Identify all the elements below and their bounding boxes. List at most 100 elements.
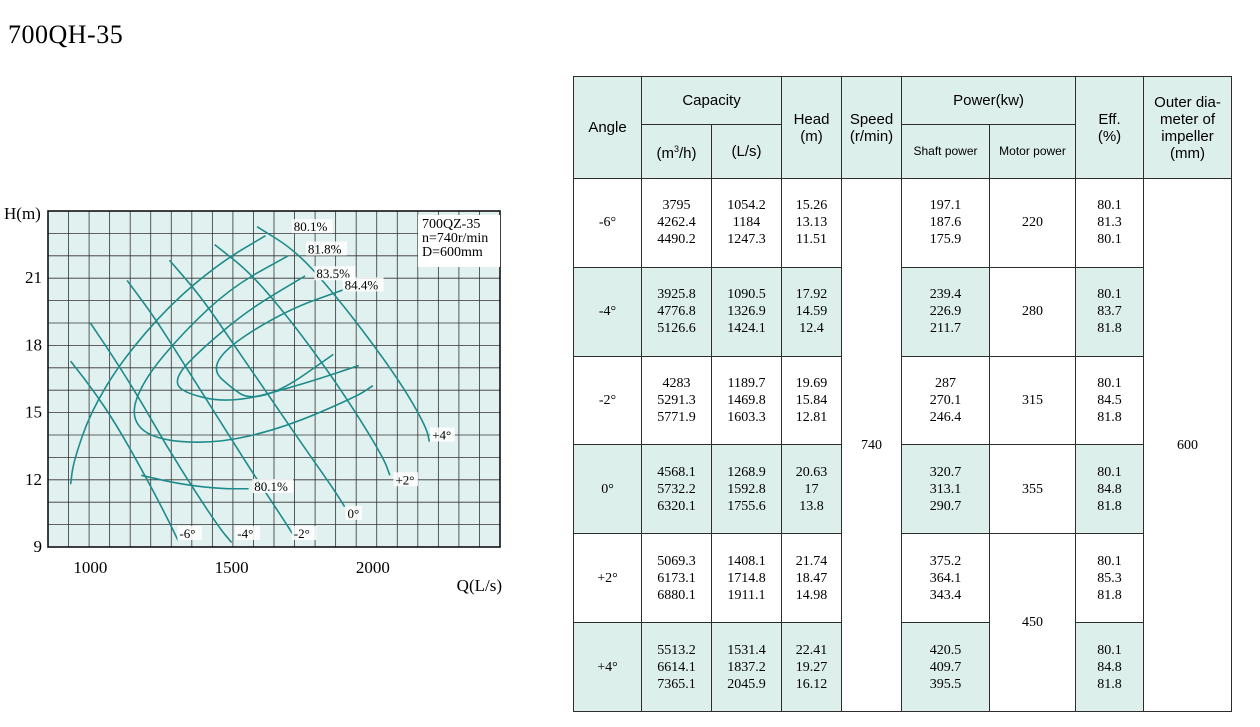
cell-head-value: 20.63: [795, 464, 828, 480]
table-row: 0° 4568.1 5732.2 6320.1 1268.9 1592.8 1755.6 20…: [573, 444, 1232, 535]
curve--4-: [89, 322, 233, 544]
cell-head-value: 19.69: [795, 376, 828, 392]
table-body: -6° 3795 4262.4 4490.2 1054.2 1184 1247.3 15.26…: [573, 178, 1233, 712]
annotation-line: D=600mm: [422, 245, 483, 260]
cell-capacity-ls-value: 1408.1: [727, 553, 766, 569]
cell-efficiency-value: 80.1: [1097, 464, 1122, 480]
header-head: Head (m): [781, 76, 843, 179]
curve-label-background: [305, 241, 347, 256]
y-tick-label: 15: [25, 403, 42, 422]
cell-capacity-m3h-value: 4776.8: [657, 304, 696, 320]
cell-angle: 0°: [573, 444, 642, 535]
table-row: -4° 3925.8 4776.8 5126.6 1090.5 1326.9 1424.1 1…: [573, 266, 1232, 357]
cell-shaft-power-value: 313.1: [929, 481, 962, 497]
curve-label-background: [291, 219, 333, 234]
x-axis-label: Q(L/s): [457, 576, 502, 595]
cell-efficiency-value: 84.5: [1097, 393, 1122, 409]
cell-capacity-m3h-value: 5069.3: [657, 553, 696, 569]
cell-capacity-ls-value: 1268.9: [727, 464, 766, 480]
cell-head-value: 12.4: [799, 321, 824, 337]
cell-capacity-ls: 1189.7 1469.8 1603.3: [710, 355, 783, 446]
cell-shaft-power-value: 270.1: [929, 393, 962, 409]
cell-speed: 740: [841, 178, 903, 712]
curve-label-background: [342, 277, 384, 292]
cell-shaft-power-value: 409.7: [929, 659, 962, 675]
cell-shaft-power: 239.4 226.9 211.7: [901, 266, 991, 357]
cell-capacity-ls: 1090.5 1326.9 1424.1: [710, 266, 783, 357]
curve-label: -6°: [179, 526, 195, 541]
cell-shaft-power: 320.7 313.1 290.7: [901, 444, 991, 535]
cell-head: 17.92 14.59 12.4: [781, 266, 843, 357]
cell-diameter: 600: [1143, 178, 1233, 712]
cell-efficiency-value: 80.1: [1097, 553, 1122, 569]
header-diameter-3: impeller: [1161, 127, 1214, 145]
header-speed-label: Speed: [849, 110, 894, 128]
cell-head-value: 15.84: [795, 393, 828, 409]
y-axis-label: H(m): [4, 204, 41, 223]
cell-capacity-m3h: 3795 4262.4 4490.2: [641, 178, 712, 268]
cell-efficiency-value: 80.1: [1097, 376, 1122, 392]
curve-81-8-: [133, 255, 374, 444]
header-diameter-2: meter of: [1160, 110, 1216, 128]
cell-shaft-power-value: 420.5: [929, 642, 962, 658]
curve-label: +2°: [395, 472, 414, 487]
curve-label-background: [345, 505, 362, 520]
cell-head-value: 21.74: [795, 553, 828, 569]
cell-efficiency-value: 80.1: [1097, 198, 1122, 214]
cell-capacity-m3h-value: 4283: [662, 376, 691, 392]
header-head-label: Head: [793, 110, 830, 128]
cell-angle: +2°: [573, 533, 642, 624]
y-tick-label: 18: [25, 335, 42, 354]
cell-capacity-m3h-value: 3795: [662, 198, 691, 214]
header-cap-m3h: (m3/h): [641, 124, 712, 179]
cell-capacity-m3h: 5513.2 6614.1 7365.1: [641, 622, 712, 712]
cell-head: 19.69 15.84 12.81: [781, 355, 843, 446]
curve-label-background: [177, 526, 202, 541]
cell-capacity-m3h-value: 3925.8: [657, 287, 696, 303]
header-angle: Angle: [573, 76, 642, 179]
cell-shaft-power-value: 197.1: [929, 198, 962, 214]
cell-capacity-m3h-value: 4262.4: [657, 215, 696, 231]
cell-shaft-power: 197.1 187.6 175.9: [901, 178, 991, 268]
cell-head-value: 22.41: [795, 642, 828, 658]
cell-angle: -6°: [573, 178, 642, 268]
header-cap-ls: (L/s): [710, 124, 783, 179]
cell-angle: +4°: [573, 622, 642, 712]
cell-motor-power: 450: [989, 533, 1077, 712]
header-cap-m3h-sup: 3: [673, 144, 679, 154]
cell-head-value: 17: [804, 481, 819, 497]
cell-capacity-m3h-value: 4568.1: [657, 464, 696, 480]
cell-capacity-m3h-value: 6880.1: [657, 587, 696, 603]
cell-shaft-power-value: 343.4: [929, 587, 962, 603]
header-head-unit: (m): [800, 127, 823, 145]
cell-shaft-power-value: 226.9: [929, 304, 962, 320]
cell-head-value: 19.27: [795, 659, 828, 675]
cell-capacity-ls: 1408.1 1714.8 1911.1: [710, 533, 783, 624]
curve-label: 0°: [347, 506, 359, 521]
cell-capacity-ls-value: 1911.1: [727, 587, 766, 603]
curve--2-: [214, 243, 391, 476]
cell-shaft-power-value: 246.4: [929, 410, 962, 426]
cell-efficiency-value: 81.8: [1097, 410, 1122, 426]
cell-capacity-m3h-value: 6614.1: [657, 659, 696, 675]
table-row: +4° 5513.2 6614.1 7365.1 1531.4 1837.2 2045.9 2…: [573, 622, 1232, 712]
cell-efficiency-value: 81.3: [1097, 215, 1122, 231]
curve-0-: [168, 259, 346, 508]
curve-label: 80.1%: [254, 479, 288, 494]
annotation-line: n=740r/min: [422, 231, 488, 246]
cell-efficiency: 80.1 81.3 80.1: [1075, 178, 1145, 268]
cell-efficiency-value: 81.8: [1097, 321, 1122, 337]
cell-capacity-ls-value: 1837.2: [727, 659, 766, 675]
cell-capacity-ls-value: 1090.5: [727, 287, 766, 303]
cell-head-value: 13.13: [795, 215, 828, 231]
x-tick-label: 1000: [73, 558, 107, 577]
cell-capacity-m3h-value: 6173.1: [657, 570, 696, 586]
cell-head: 20.63 17 13.8: [781, 444, 843, 535]
cell-capacity-ls-value: 1469.8: [727, 393, 766, 409]
curve-80-1-: [69, 234, 266, 485]
cell-shaft-power-value: 211.7: [930, 321, 961, 337]
curve-label-background: [430, 427, 455, 442]
header-diameter-1: Outer dia-: [1154, 93, 1221, 111]
cell-motor-power: 280: [989, 266, 1077, 357]
cell-motor-power: 220: [989, 178, 1077, 268]
